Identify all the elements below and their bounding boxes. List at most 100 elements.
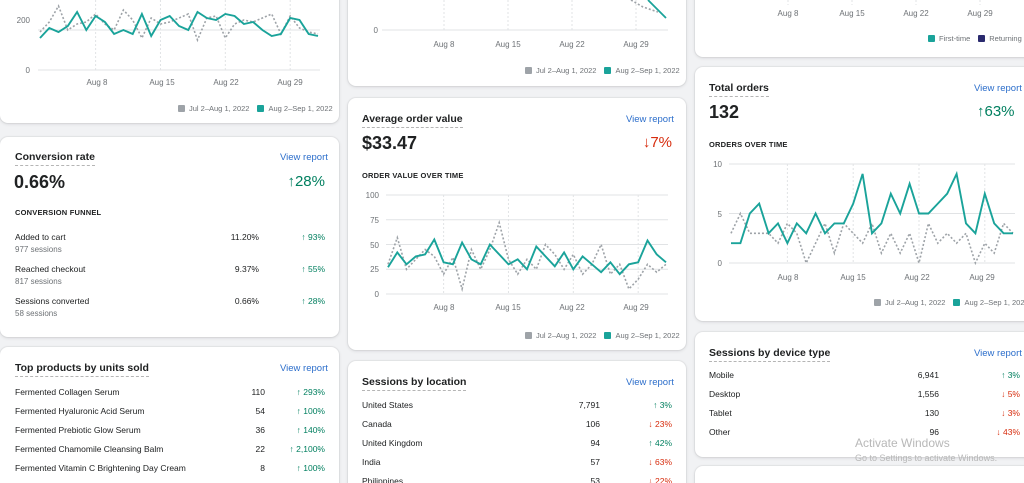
location-change: ↓ 63% [648,457,672,467]
view-report-link[interactable]: View report [974,348,1022,359]
x-tick-label: Aug 8 [778,273,799,282]
view-report-link[interactable]: View report [626,114,674,125]
x-tick-label: Aug 22 [903,9,929,18]
x-tick-label: Aug 8 [778,9,799,18]
product-name: Fermented Collagen Serum [15,387,120,397]
arrow-down-icon: ↓ [642,134,651,151]
x-tick-label: Aug 22 [559,40,585,49]
location-change: ↓ 22% [648,476,672,483]
view-report-link[interactable]: View report [974,83,1022,94]
arrow-up-icon: ↑ [301,232,306,242]
product-change: ↑ 140% [296,425,325,435]
top-middle-chart: 0 Aug 8 Aug 15 Aug 22 Aug 29 [374,0,668,49]
average-order-value-card: Average order value View report $33.47 ↓… [348,98,686,350]
arrow-down-icon: ↓ [1001,389,1008,399]
x-tick-label: Aug 29 [967,9,993,18]
series-line-current [647,0,667,19]
legend-label-previous: Jul 2–Aug 1, 2022 [189,104,250,113]
y-tick-label: 0 [26,66,31,75]
card-title[interactable]: Conversion rate [15,151,95,166]
location-value: 7,791 [578,400,600,410]
funnel-rate: 0.66% [234,296,259,306]
location-value: 53 [590,476,600,483]
x-tick-label: Aug 22 [213,78,239,87]
funnel-change: ↑ 28% [301,296,325,306]
location-value: 94 [590,438,600,448]
legend-swatch-current [604,332,612,339]
legend-label-previous: Jul 2–Aug 1, 2022 [536,331,597,340]
arrow-up-icon: ↑ [289,444,294,454]
device-change: ↓ 5% [1001,389,1020,399]
funnel-row: Added to cart 977 sessions [15,232,66,254]
y-tick-label: 0 [374,26,379,35]
arrow-up-icon: ↑ [648,438,655,448]
device-value: 1,556 [917,389,939,399]
legend-swatch-previous [178,105,185,112]
legend-swatch-returning [978,35,986,42]
legend-swatch-current [953,299,961,306]
series-line-previous [387,219,667,293]
chart-legend: First-time Returning [928,34,1022,43]
x-tick-label: Aug 15 [839,9,865,18]
legend-label-current: Aug 2–Sep 1, 2022 [268,104,333,113]
legend-swatch-previous [525,67,532,74]
arrow-up-icon: ↑ [296,387,301,397]
view-report-link[interactable]: View report [280,363,328,374]
chart-legend: Jul 2–Aug 1, 2022 Aug 2–Sep 1, 2022 [178,104,333,113]
card-title[interactable]: Sessions by device type [709,347,831,362]
x-tick-label: Aug 29 [623,40,649,49]
y-tick-label: 0 [375,290,380,299]
device-change: ↑ 3% [1001,370,1020,380]
chart-title: ORDERS OVER TIME [709,140,788,149]
arrow-up-icon: ↑ [296,463,301,473]
series-line-current [731,170,1013,246]
product-name: Fermented Vitamin C Brightening Day Crea… [15,463,186,473]
metric-change: ↑28% [287,173,325,190]
arrow-up-icon: ↑ [301,296,306,306]
device-name: Other [709,427,731,437]
legend-swatch-first-time [928,35,935,42]
arrow-up-icon: ↑ [296,425,301,435]
x-tick-label: Aug 22 [904,273,930,282]
x-tick-label: Aug 15 [495,303,521,312]
chart-title: ORDER VALUE OVER TIME [362,171,464,180]
location-name: Philippines [362,476,404,483]
location-value: 106 [585,419,600,429]
y-tick-label: 25 [370,265,379,274]
card-title[interactable]: Total orders [709,82,769,97]
device-value: 6,941 [917,370,939,380]
top-products-card: Top products by units sold View report F… [0,347,339,483]
view-report-link[interactable]: View report [626,377,674,388]
card-title[interactable]: Sessions by location [362,376,467,391]
location-change: ↑ 42% [648,438,672,448]
sessions-by-location-card: Sessions by location View report United … [348,361,686,483]
y-tick-label: 0 [718,259,723,268]
device-name: Mobile [709,370,735,380]
card-title[interactable]: Average order value [362,113,463,128]
x-tick-label: Aug 8 [434,40,455,49]
chart-legend: Jul 2–Aug 1, 2022 Aug 2–Sep 1, 2022 [874,298,1024,307]
metric-value: 0.66% [14,172,66,192]
x-tick-label: Aug 29 [277,78,303,87]
view-report-link[interactable]: View report [280,152,328,163]
y-tick-label: 100 [366,191,380,200]
product-units: 54 [255,406,265,416]
windows-activation-watermark: Activate Windows Go to Settings to activ… [855,436,997,463]
x-tick-label: Aug 29 [623,303,649,312]
y-tick-label: 200 [17,16,31,25]
metric-change: ↑63% [977,103,1015,120]
sessions-by-device-card: Sessions by device type View report Mobi… [695,332,1024,457]
x-tick-label: Aug 8 [434,303,455,312]
legend-swatch-current [257,105,265,112]
card-title[interactable]: Top products by units sold [15,362,149,377]
product-change: ↑ 100% [296,463,325,473]
funnel-change: ↑ 93% [301,232,325,242]
arrow-down-icon: ↓ [648,476,655,483]
legend-label-current: Aug 2–Sep 1, 2022 [964,298,1024,307]
device-name: Desktop [709,389,741,399]
product-change: ↑ 100% [296,406,325,416]
arrow-up-icon: ↑ [653,400,660,410]
funnel-rate: 11.20% [230,232,259,242]
y-tick-label: 10 [713,160,722,169]
series-line-current [39,10,319,39]
